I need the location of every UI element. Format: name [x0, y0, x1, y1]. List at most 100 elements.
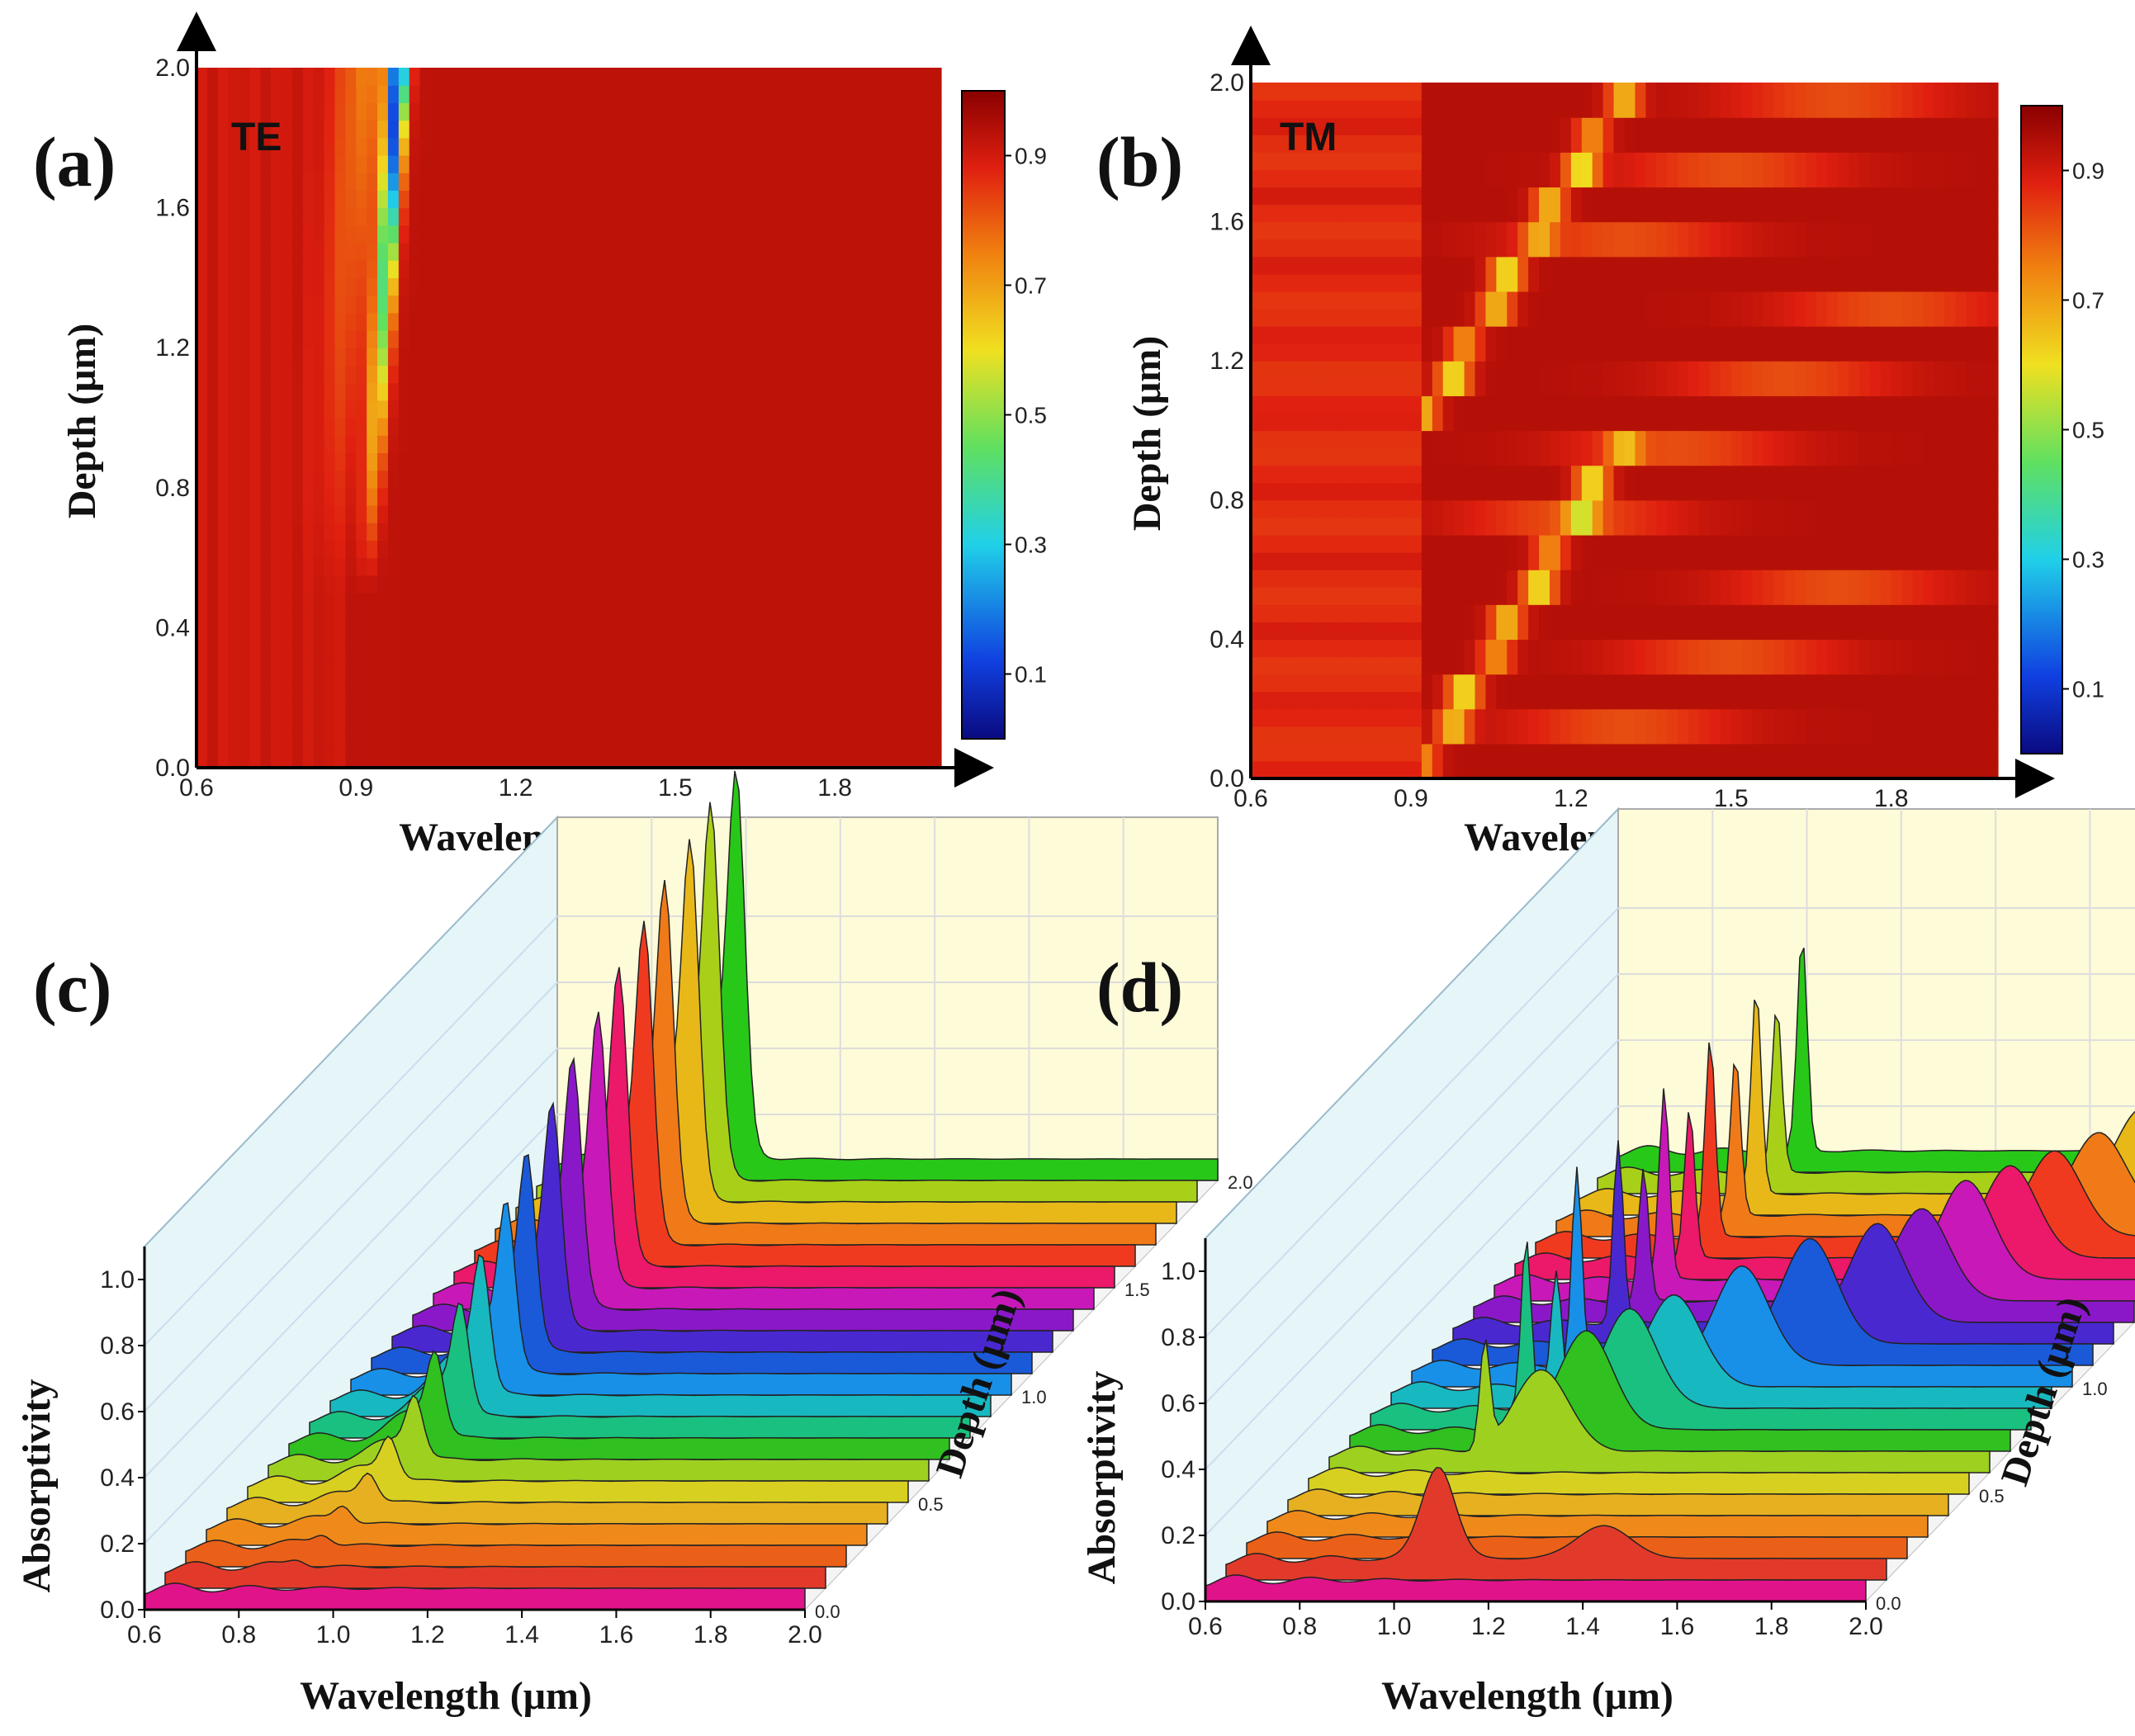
heat-cell: [1379, 570, 1390, 588]
heat-cell: [377, 750, 389, 769]
heat-cell: [1784, 361, 1796, 379]
heat-cell: [1314, 291, 1327, 310]
heat-cell: [558, 627, 570, 646]
heat-cell: [1752, 482, 1764, 501]
heat-cell: [1891, 239, 1903, 258]
heat-cell: [1421, 743, 1433, 762]
heat-cell: [1357, 343, 1369, 362]
heat-cell: [1838, 499, 1849, 518]
heat-cell: [367, 662, 378, 681]
heat-cell: [1901, 534, 1914, 553]
heat-cell: [1944, 552, 1956, 570]
heat-cell: [1282, 656, 1295, 675]
heat-cell: [920, 365, 931, 384]
heat-cell: [1613, 656, 1626, 675]
heat-cell: [473, 680, 485, 698]
heat-cell: [1453, 343, 1465, 362]
heat-cell: [1464, 256, 1476, 275]
heat-cell: [1347, 430, 1358, 449]
heat-cell: [345, 593, 357, 611]
heat-cell: [302, 173, 315, 191]
heat-cell: [675, 243, 687, 261]
heat-cell: [1816, 691, 1828, 710]
heat-cell: [1389, 622, 1401, 641]
heat-cell: [589, 715, 602, 734]
heat-cell: [206, 190, 219, 209]
heat-cell: [1688, 326, 1700, 344]
heat-cell: [1432, 239, 1444, 258]
heat-cell: [1645, 604, 1657, 622]
heat-cell: [1379, 726, 1390, 745]
heat-cell: [504, 190, 517, 209]
heat-cell: [728, 523, 740, 541]
heat-cell: [367, 225, 378, 244]
heat-cell: [1699, 326, 1711, 344]
heat-cell: [1624, 326, 1636, 344]
heat-cell: [398, 102, 410, 121]
heat-cell: [760, 523, 772, 541]
heat-cell: [249, 173, 261, 191]
heat-cell: [1624, 273, 1636, 292]
heat-cell: [377, 680, 389, 698]
heat-cell: [643, 155, 655, 173]
heat-cell: [855, 732, 868, 751]
heat-cell: [589, 85, 602, 103]
heat-cell: [802, 540, 814, 559]
heat-cell: [1699, 447, 1711, 466]
heat-cell: [1869, 413, 1882, 432]
heat-cell: [611, 225, 623, 244]
heat-cell: [1709, 708, 1721, 727]
heat-cell: [589, 312, 602, 331]
heat-cell: [1923, 552, 1935, 570]
heat-cell: [750, 698, 761, 716]
heat-cell: [494, 645, 506, 664]
heat-cell: [345, 225, 357, 244]
heat-cell: [1730, 308, 1743, 327]
heat-cell: [196, 102, 208, 121]
heat-cell: [324, 505, 336, 523]
heat-cell: [600, 260, 613, 278]
heat-cell: [1976, 273, 1988, 292]
heat-cell: [845, 662, 857, 681]
heat-cell: [654, 610, 665, 628]
heat-cell: [739, 680, 750, 698]
heat-cell: [589, 662, 602, 681]
heat-cell: [1432, 499, 1444, 518]
heat-cell: [1966, 587, 1977, 605]
heat-cell: [282, 312, 293, 331]
heat-cell: [569, 645, 580, 664]
heat-cell: [356, 225, 367, 244]
heat-cell: [1389, 482, 1401, 501]
heat-cell: [707, 627, 718, 646]
heat-cell: [824, 102, 836, 121]
heat-cell: [1955, 256, 1967, 275]
heat-cell: [356, 243, 367, 261]
heat-cell: [367, 418, 378, 436]
heat-cell: [377, 243, 389, 261]
heat-cell: [239, 312, 251, 331]
heat-cell: [324, 662, 336, 681]
heat-cell: [313, 435, 325, 453]
heat-cell: [430, 470, 442, 489]
heat-cell: [1645, 326, 1657, 344]
heat-cell: [483, 190, 495, 209]
heat-cell: [398, 452, 410, 471]
heat-cell: [196, 645, 208, 664]
heat-cell: [1613, 291, 1626, 310]
heat-cell: [696, 330, 708, 348]
heat-cell: [1688, 622, 1700, 641]
heat-cell: [824, 750, 836, 769]
heat-cell: [1485, 708, 1497, 727]
heat-cell: [728, 505, 740, 523]
heat-cell: [1944, 760, 1956, 779]
heat-cell: [1293, 674, 1305, 693]
heat-cell: [589, 418, 602, 436]
heat-cell: [611, 295, 623, 314]
heat-cell: [707, 365, 718, 384]
heat-cell: [1410, 343, 1423, 362]
heat-cell: [1581, 517, 1593, 536]
heat-cell: [1410, 726, 1423, 745]
heat-cell: [909, 312, 921, 331]
heat-cell: [1858, 534, 1871, 553]
heat-cell: [558, 85, 570, 103]
